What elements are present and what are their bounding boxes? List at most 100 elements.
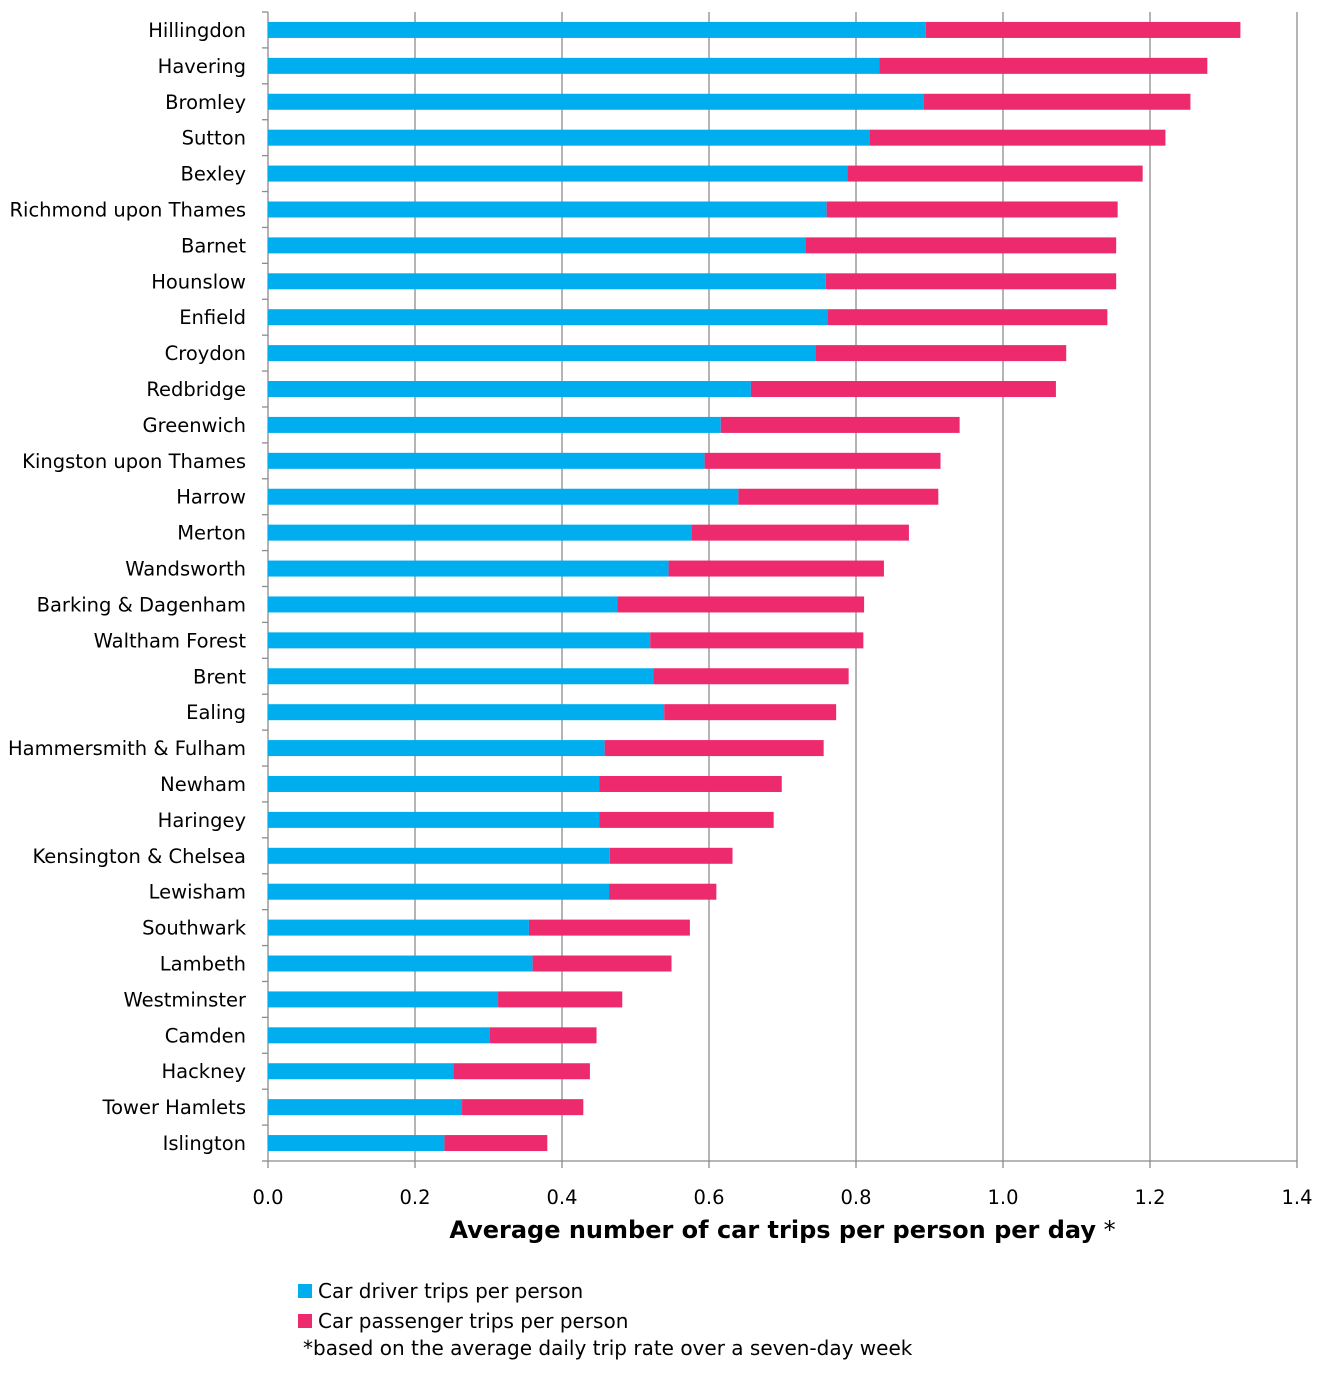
category-label: Westminster [123,988,247,1011]
bar-car-driver [268,991,499,1008]
legend-swatch-driver [298,1284,312,1298]
category-label: Southwark [142,917,247,940]
bar-car-driver [268,416,721,433]
category-label: Croydon [165,342,246,365]
bar-car-passenger [805,237,1117,254]
bar-car-passenger [599,775,782,792]
bar-car-passenger [453,1063,590,1080]
category-label: Haringey [158,809,246,832]
bar-car-passenger [444,1135,548,1152]
bar-car-passenger [650,632,864,649]
bar-car-passenger [664,704,837,721]
bar-car-driver [268,740,605,757]
bar-car-driver [268,129,870,146]
footnote: *based on the average daily trip rate ov… [303,1336,913,1360]
bar-car-passenger [847,165,1143,182]
category-label: Merton [177,522,246,545]
legend-item-driver: Car driver trips per person [298,1276,628,1306]
category-label: Kensington & Chelsea [32,845,246,868]
category-label: Barnet [181,234,246,257]
category-label: Brent [193,665,246,688]
x-tick-label: 1.2 [1134,1186,1165,1209]
bar-car-driver [268,165,848,182]
category-label: Hounslow [151,270,246,293]
bar-car-driver [268,1063,454,1080]
bar-car-driver [268,21,926,38]
category-label: Hillingdon [148,19,246,42]
x-tick-label: 0.8 [840,1186,871,1209]
category-label: Lewisham [149,881,246,904]
bar-car-driver [268,57,880,74]
bar-car-passenger [925,21,1241,38]
bar-car-passenger [653,668,849,685]
legend-label-passenger: Car passenger trips per person [318,1309,629,1333]
category-label: Bexley [180,163,246,186]
bar-car-driver [268,381,751,398]
bar-car-passenger [532,955,672,972]
bar-car-passenger [826,201,1118,218]
bar-car-driver [268,524,692,541]
bar-car-driver [268,919,529,936]
x-tick-label: 1.4 [1281,1186,1312,1209]
bar-car-passenger [923,93,1191,110]
bar-car-driver [268,452,705,469]
bar-car-passenger [815,345,1067,362]
bar-car-driver [268,345,816,362]
category-label: Richmond upon Thames [9,198,246,221]
category-label: Barking & Dagenham [37,593,246,616]
category-label: Islington [163,1132,246,1155]
category-label: Wandsworth [125,558,246,581]
bar-car-passenger [599,811,774,828]
bar-car-driver [268,955,533,972]
legend-swatch-passenger [298,1314,312,1328]
category-label: Ealing [186,701,246,724]
category-label: Camden [165,1024,246,1047]
category-label: Sutton [182,127,246,150]
bar-car-passenger [827,309,1108,326]
bar-car-passenger [609,883,717,900]
bar-car-passenger [704,452,941,469]
bar-car-driver [268,488,739,505]
category-label: Enfield [179,306,246,329]
x-axis-title: Average number of car trips per person p… [449,1216,1116,1244]
category-label: Hackney [161,1060,246,1083]
category-label: Kingston upon Thames [22,450,246,473]
bar-car-driver [268,309,828,326]
bar-car-driver [268,273,826,290]
x-tick-label: 0.4 [546,1186,577,1209]
bar-car-passenger [604,740,824,757]
legend-item-passenger: Car passenger trips per person [298,1306,628,1336]
category-label: Harrow [176,486,246,509]
category-label: Greenwich [143,414,247,437]
legend: Car driver trips per person Car passenge… [298,1276,628,1336]
category-label: Newham [160,773,246,796]
category-label: Tower Hamlets [101,1096,246,1119]
bar-car-passenger [720,416,960,433]
bar-car-passenger [869,129,1166,146]
bar-car-driver [268,596,618,613]
bar-car-passenger [528,919,690,936]
x-tick-label: 0.2 [399,1186,430,1209]
category-label: Redbridge [146,378,246,401]
bar-car-driver [268,237,806,254]
bar-car-driver [268,883,610,900]
bar-car-driver [268,775,600,792]
category-label: Waltham Forest [94,629,247,652]
bar-car-passenger [825,273,1117,290]
bar-car-passenger [498,991,623,1008]
bar-car-driver [268,1027,490,1044]
bar-car-passenger [617,596,865,613]
bar-car-passenger [668,560,884,577]
bar-car-driver [268,1099,463,1116]
bar-car-passenger [489,1027,597,1044]
bar-car-driver [268,847,610,864]
bar-car-driver [268,93,924,110]
bar-car-passenger [879,57,1208,74]
bar-car-passenger [462,1099,584,1116]
x-tick-label: 0.6 [693,1186,724,1209]
category-label: Havering [158,55,246,78]
category-label: Bromley [165,91,246,114]
bar-car-driver [268,632,651,649]
category-label: Lambeth [160,953,246,976]
bar-car-passenger [738,488,939,505]
